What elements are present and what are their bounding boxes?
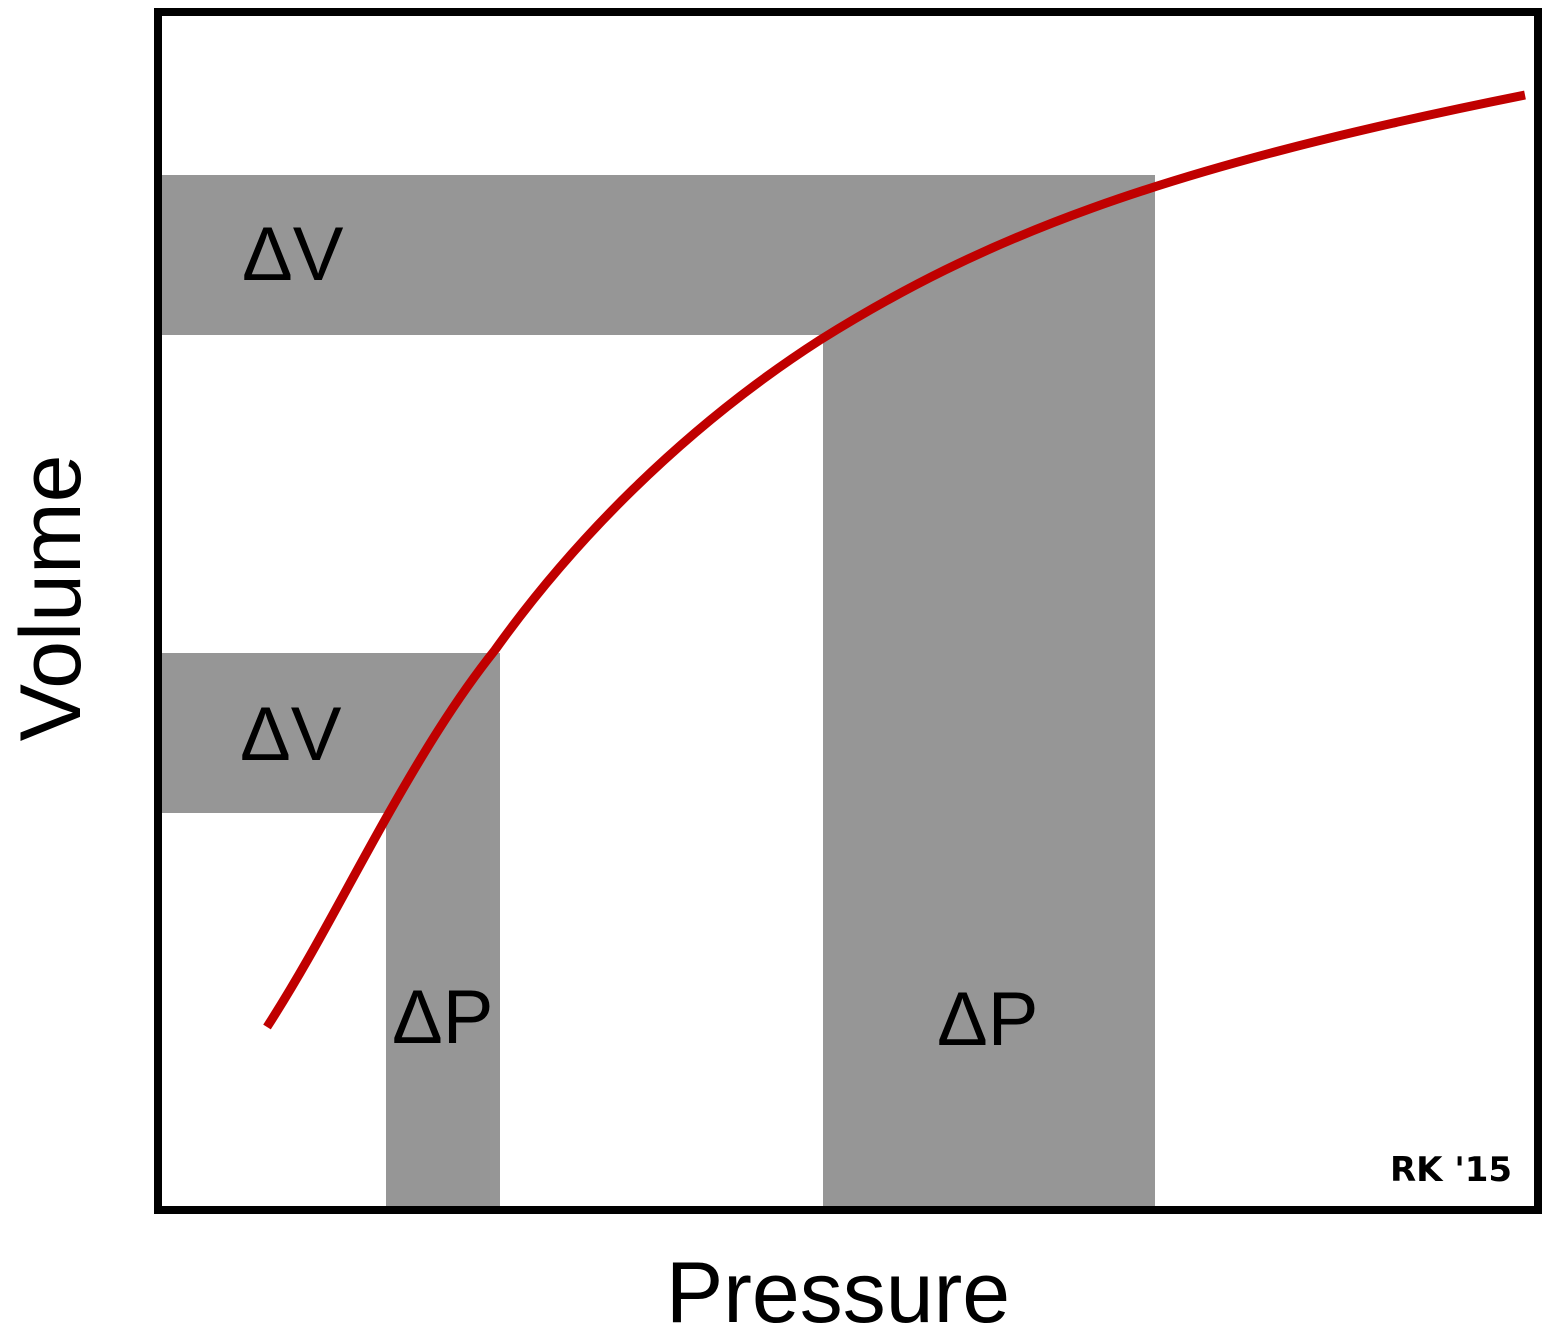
- plot-frame: [154, 8, 1542, 1214]
- high-pressure-band-label: ΔP: [937, 977, 1038, 1062]
- x-axis-label: Pressure: [666, 1245, 1010, 1341]
- pressure-volume-curve: [263, 90, 1526, 1030]
- high-volume-band-label: ΔV: [242, 212, 344, 297]
- signature: RK '15: [1390, 1150, 1512, 1190]
- low-volume-band-label: ΔV: [240, 692, 342, 777]
- y-axis-label: Volume: [3, 455, 99, 742]
- low-pressure-band: [386, 653, 500, 1208]
- high-pressure-band: [823, 175, 1155, 1208]
- low-pressure-band-label: ΔP: [392, 975, 493, 1060]
